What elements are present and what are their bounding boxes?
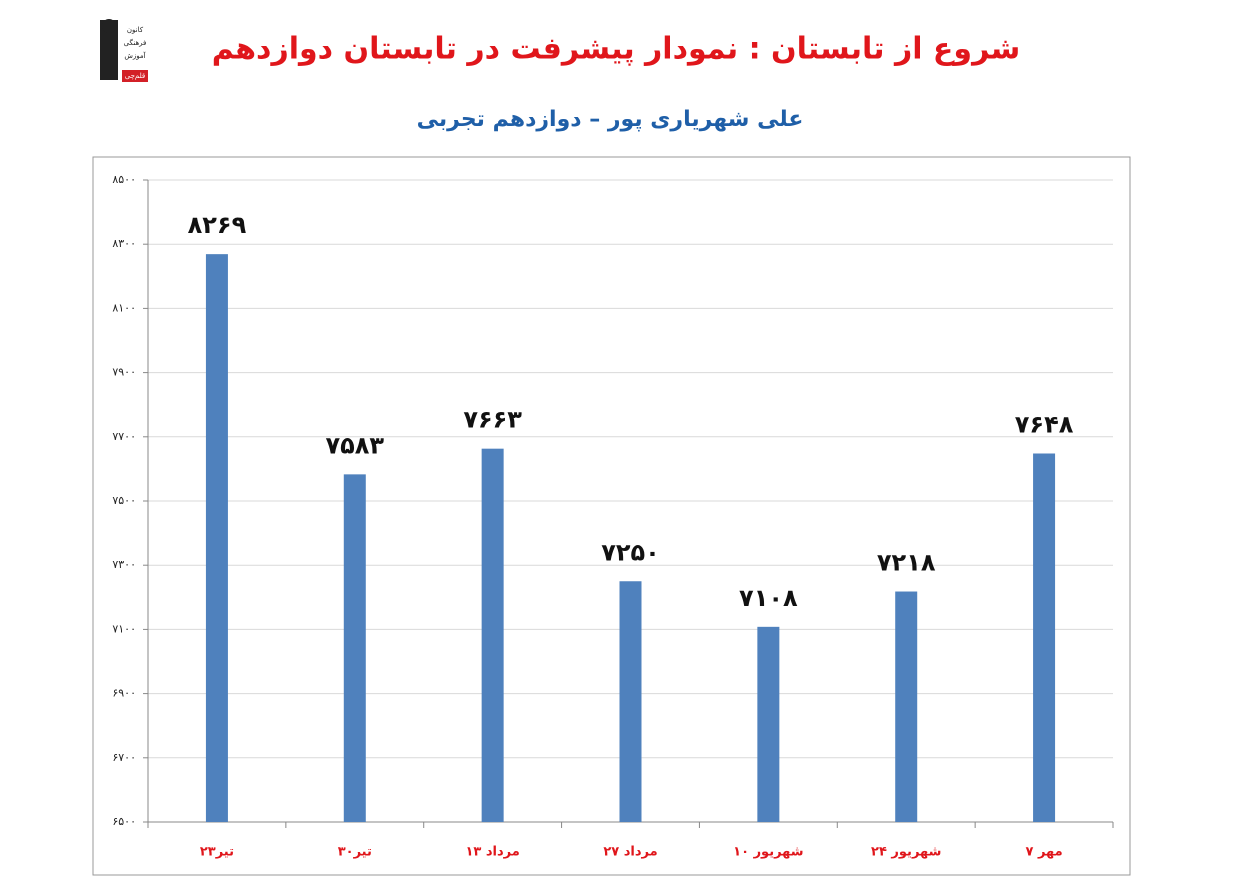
logo-head — [102, 19, 116, 33]
y-tick-label: ۷۱۰۰ — [112, 622, 136, 635]
data-label: ۷۱۰۸ — [739, 584, 798, 612]
x-tick-label: ۳۰تیر — [338, 845, 372, 860]
logo-badge — [122, 70, 148, 82]
chart-subtitle: علی شهریاری پور – دوازدهم تجربی — [417, 107, 804, 132]
chart-frame — [92, 156, 1131, 876]
bar — [481, 448, 504, 822]
y-tick-label: ۸۳۰۰ — [112, 237, 136, 250]
bar — [205, 254, 228, 822]
data-label: ۸۲۶۹ — [188, 211, 247, 239]
logo-text: فرهنگی — [124, 38, 147, 47]
y-tick-label: ۶۷۰۰ — [112, 751, 136, 764]
y-tick-label: ۷۷۰۰ — [112, 430, 136, 443]
y-tick-label: ۶۵۰۰ — [112, 815, 136, 828]
logo-text: کانون — [127, 26, 144, 34]
chart-title: شروع از تابستان : نمودار پیشرفت در تابست… — [212, 32, 1021, 67]
y-tick-label: ۶۹۰۰ — [112, 687, 136, 700]
bar — [757, 626, 780, 822]
y-tick-label: ۸۵۰۰ — [112, 173, 136, 186]
logo: کانون فرهنگی آموزش قلم‌چی — [100, 19, 148, 82]
bar — [343, 474, 366, 822]
y-tick-label: ۷۳۰۰ — [112, 558, 136, 571]
x-tick-label: ۲۴ شهریور — [871, 845, 941, 860]
y-tick-label: ۷۹۰۰ — [112, 366, 136, 379]
data-label: ۷۶۶۳ — [463, 406, 522, 434]
bar — [895, 591, 918, 822]
y-tick-label: ۸۱۰۰ — [112, 301, 136, 314]
x-tick-label: ۱۳ مرداد — [465, 845, 519, 860]
x-tick-label: ۷ مهر — [1025, 845, 1062, 860]
data-label: ۷۶۴۸ — [1015, 410, 1074, 438]
y-tick-label: ۷۵۰۰ — [112, 494, 136, 507]
x-tick-label: ۲۷ مرداد — [603, 845, 657, 860]
bar — [1033, 453, 1056, 822]
x-tick-label: ۱۰ شهریور — [733, 845, 803, 860]
data-label: ۷۵۸۳ — [325, 431, 384, 459]
logo-text: قلم‌چی — [125, 72, 145, 80]
logo-text: آموزش — [124, 51, 146, 60]
x-tick-label: ۲۳تیر — [200, 845, 234, 860]
data-label: ۷۲۵۰ — [601, 538, 660, 566]
logo-figure — [100, 20, 118, 80]
bar — [619, 581, 642, 822]
data-label: ۷۲۱۸ — [877, 549, 936, 577]
